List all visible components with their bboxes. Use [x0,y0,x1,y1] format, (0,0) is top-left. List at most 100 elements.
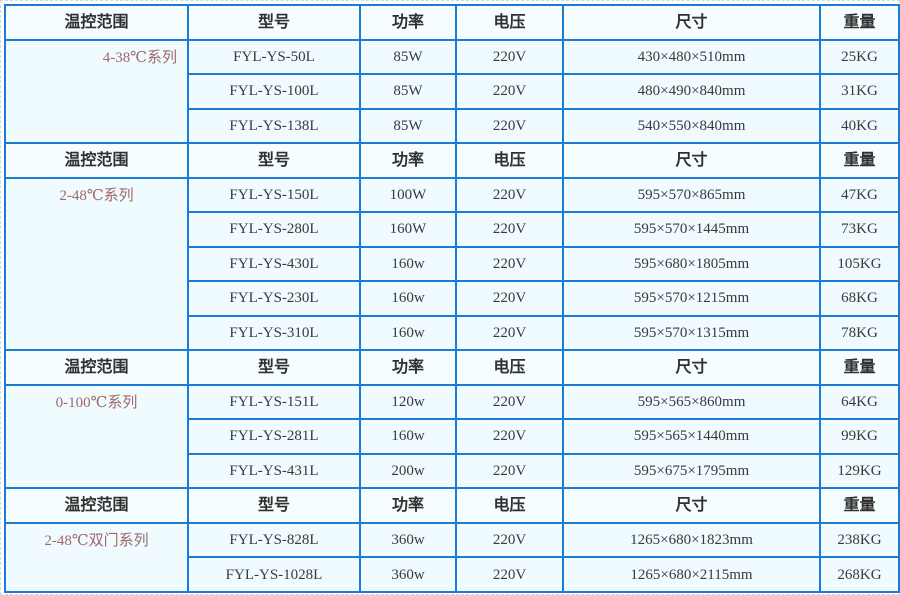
series-label-3: 0-100℃系列 [4,383,189,490]
power-cell: 160w [359,418,457,455]
table-row: FYL-YS-430L 160w 220V 595×680×1805mm 105… [5,245,900,283]
table-row: FYL-YS-431L 200w 220V 595×675×1795mm 129… [5,452,900,490]
power-cell: 160w [359,245,457,283]
model-cell: FYL-YS-431L [187,452,361,490]
series-label-2: 2-48℃系列 [4,176,189,352]
table-row: FYL-YS-310L 160w 220V 595×570×1315mm 78K… [5,314,900,352]
power-cell: 120w [359,383,457,421]
power-cell: 360w [359,556,457,593]
model-cell: FYL-YS-230L [187,280,361,317]
voltage-cell: 220V [455,383,564,421]
table-row: 2-48℃双门系列 FYL-YS-828L 360w 220V 1265×680… [4,521,900,594]
table-row: FYL-YS-280L 160W 220V 595×570×1445mm 73K… [5,211,900,248]
weight-cell: 25KG [819,38,900,76]
voltage-cell: 220V [455,314,564,352]
header-weight: 重量 [819,142,900,179]
size-cell: 595×680×1805mm [562,245,821,283]
section-2-header-row: 温控范围 型号 功率 电压 尺寸 重量 [4,142,900,179]
weight-cell: 47KG [819,176,900,214]
size-cell: 1265×680×2115mm [562,556,821,593]
table-row: FYL-YS-281L 160w 220V 595×565×1440mm 99K… [5,418,900,455]
header-power: 功率 [359,142,457,179]
model-cell: FYL-YS-100L [187,73,361,110]
table-row: FYL-YS-230L 160w 220V 595×570×1215mm 68K… [5,280,900,317]
header-power: 功率 [359,487,457,524]
model-cell: FYL-YS-1028L [187,556,361,593]
header-model: 型号 [187,142,361,179]
weight-cell: 99KG [819,418,900,455]
power-cell: 360w [359,521,457,559]
power-cell: 160w [359,280,457,317]
model-cell: FYL-YS-310L [187,314,361,352]
weight-cell: 129KG [819,452,900,490]
weight-cell: 40KG [819,107,900,145]
product-spec-table: 温控范围 型号 功率 电压 尺寸 重量 4-38℃系列 FYL-YS-50L 8… [4,4,900,594]
voltage-cell: 220V [455,211,564,248]
header-size: 尺寸 [562,142,821,179]
voltage-cell: 220V [455,107,564,145]
size-cell: 595×570×1215mm [562,280,821,317]
weight-cell: 68KG [819,280,900,317]
section-1-header-row: 温控范围 型号 功率 电压 尺寸 重量 [4,4,900,41]
model-cell: FYL-YS-430L [187,245,361,283]
voltage-cell: 220V [455,418,564,455]
header-voltage: 电压 [455,142,564,179]
voltage-cell: 220V [455,521,564,559]
model-cell: FYL-YS-151L [187,383,361,421]
power-cell: 85W [359,107,457,145]
model-cell: FYL-YS-281L [187,418,361,455]
weight-cell: 268KG [819,556,900,593]
table-row: 2-48℃系列 FYL-YS-150L 100W 220V 595×570×86… [4,176,900,352]
voltage-cell: 220V [455,245,564,283]
header-weight: 重量 [819,349,900,386]
header-range: 温控范围 [4,4,189,41]
voltage-cell: 220V [455,452,564,490]
header-size: 尺寸 [562,4,821,41]
model-cell: FYL-YS-280L [187,211,361,248]
header-weight: 重量 [819,4,900,41]
voltage-cell: 220V [455,38,564,76]
power-cell: 85W [359,38,457,76]
size-cell: 595×570×1445mm [562,211,821,248]
section-4-header-row: 温控范围 型号 功率 电压 尺寸 重量 [4,487,900,524]
header-model: 型号 [187,349,361,386]
header-model: 型号 [187,4,361,41]
voltage-cell: 220V [455,280,564,317]
size-cell: 430×480×510mm [562,38,821,76]
power-cell: 100W [359,176,457,214]
table-row: 4-38℃系列 FYL-YS-50L 85W 220V 430×480×510m… [4,38,900,145]
model-cell: FYL-YS-138L [187,107,361,145]
table-row: FYL-YS-138L 85W 220V 540×550×840mm 40KG [5,107,900,145]
header-range: 温控范围 [4,142,189,179]
series-label-4: 2-48℃双门系列 [4,521,189,594]
weight-cell: 238KG [819,521,900,559]
weight-cell: 78KG [819,314,900,352]
header-size: 尺寸 [562,349,821,386]
weight-cell: 31KG [819,73,900,110]
size-cell: 1265×680×1823mm [562,521,821,559]
header-model: 型号 [187,487,361,524]
table-row: 0-100℃系列 FYL-YS-151L 120w 220V 595×565×8… [4,383,900,490]
voltage-cell: 220V [455,176,564,214]
size-cell: 595×565×860mm [562,383,821,421]
header-range: 温控范围 [4,487,189,524]
size-cell: 595×565×1440mm [562,418,821,455]
header-power: 功率 [359,4,457,41]
size-cell: 540×550×840mm [562,107,821,145]
model-cell: FYL-YS-50L [187,38,361,76]
power-cell: 160W [359,211,457,248]
size-cell: 595×570×865mm [562,176,821,214]
power-cell: 85W [359,73,457,110]
series-label-1: 4-38℃系列 [4,38,189,145]
header-size: 尺寸 [562,487,821,524]
power-cell: 160w [359,314,457,352]
model-cell: FYL-YS-150L [187,176,361,214]
voltage-cell: 220V [455,73,564,110]
header-power: 功率 [359,349,457,386]
model-cell: FYL-YS-828L [187,521,361,559]
weight-cell: 105KG [819,245,900,283]
header-range: 温控范围 [4,349,189,386]
header-weight: 重量 [819,487,900,524]
size-cell: 480×490×840mm [562,73,821,110]
